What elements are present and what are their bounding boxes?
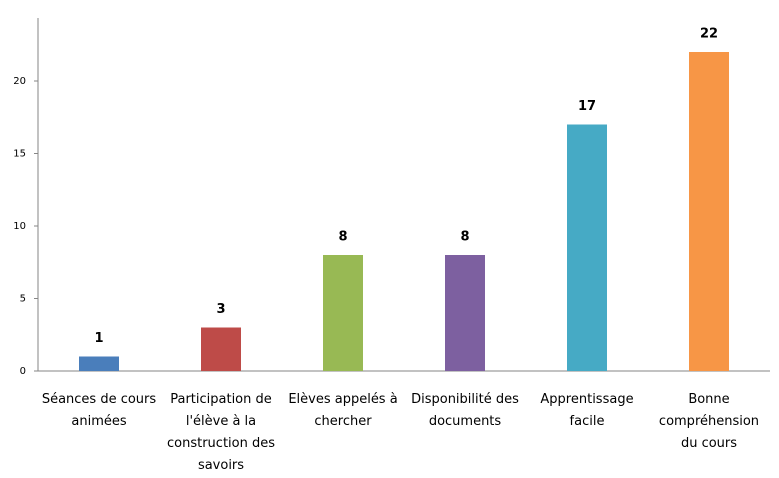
data-label: 17 xyxy=(578,99,596,114)
bar xyxy=(445,255,485,371)
data-label: 8 xyxy=(338,230,347,245)
data-label: 22 xyxy=(700,27,718,42)
bar xyxy=(323,255,363,371)
x-tick-label: Disponibilité des documents xyxy=(411,392,519,429)
data-label: 3 xyxy=(216,302,225,317)
data-label: 1 xyxy=(94,331,103,346)
x-tick-label: Bonne compréhension du cours xyxy=(658,392,760,451)
bar xyxy=(567,124,607,371)
y-tick-label: 10 xyxy=(13,221,26,232)
y-tick-label: 15 xyxy=(13,149,26,160)
y-tick-label: 0 xyxy=(20,366,26,377)
x-tick-label: Apprentissage facile xyxy=(540,392,634,429)
y-tick-label: 20 xyxy=(13,76,26,87)
y-tick-label: 5 xyxy=(20,294,26,305)
data-label: 8 xyxy=(460,230,469,245)
x-tick-label: Séances de cours animées xyxy=(41,392,157,429)
x-tick-label: Participation de l'élève à la constructi… xyxy=(167,392,275,473)
bar xyxy=(689,52,729,371)
bar xyxy=(79,356,119,371)
bar xyxy=(201,327,241,371)
x-tick-label: Elèves appelés à chercher xyxy=(288,392,398,429)
